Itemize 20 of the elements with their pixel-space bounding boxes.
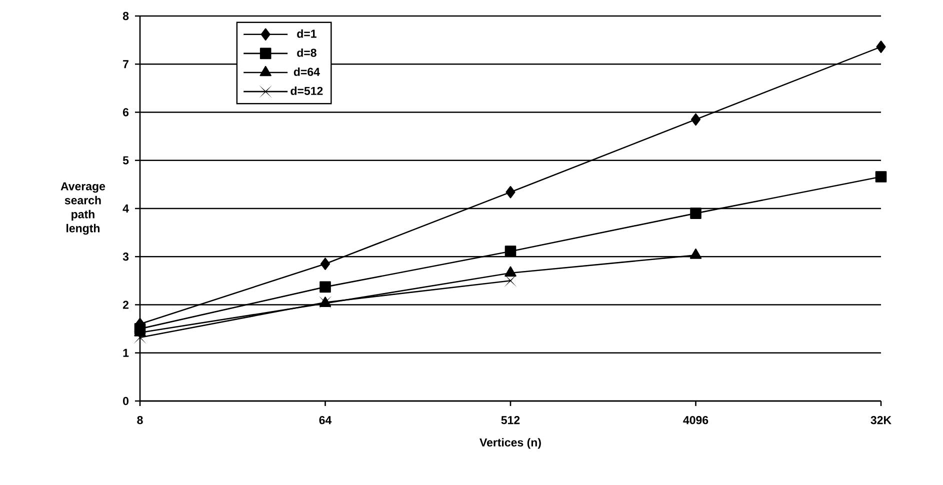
- y-tick-label: 3: [122, 252, 129, 261]
- y-tick-label: 8: [122, 12, 129, 20]
- legend-label: d=1: [297, 29, 316, 38]
- x-tick-label: 64: [319, 416, 332, 424]
- y-tick-label: 1: [123, 348, 129, 357]
- y-axis-title: Average search path length: [60, 182, 106, 235]
- legend-label: d=512: [290, 86, 323, 95]
- y-tick-label: 2: [122, 300, 128, 309]
- legend-label: d=8: [297, 48, 316, 57]
- y-tick-label: 4: [122, 204, 129, 212]
- x-tick-label: 4096: [683, 416, 708, 424]
- x-tick-label: 8: [137, 416, 143, 424]
- x-tick-label: 512: [501, 416, 520, 424]
- x-axis-title: Vertices (n): [480, 438, 541, 449]
- x-tick-label: 32K: [870, 416, 892, 424]
- y-tick-label: 7: [123, 60, 128, 68]
- y-tick-label: 5: [122, 156, 129, 164]
- legend-label: d=64: [294, 67, 320, 76]
- y-tick-label: 6: [122, 108, 129, 116]
- y-tick-label: 0: [123, 396, 128, 406]
